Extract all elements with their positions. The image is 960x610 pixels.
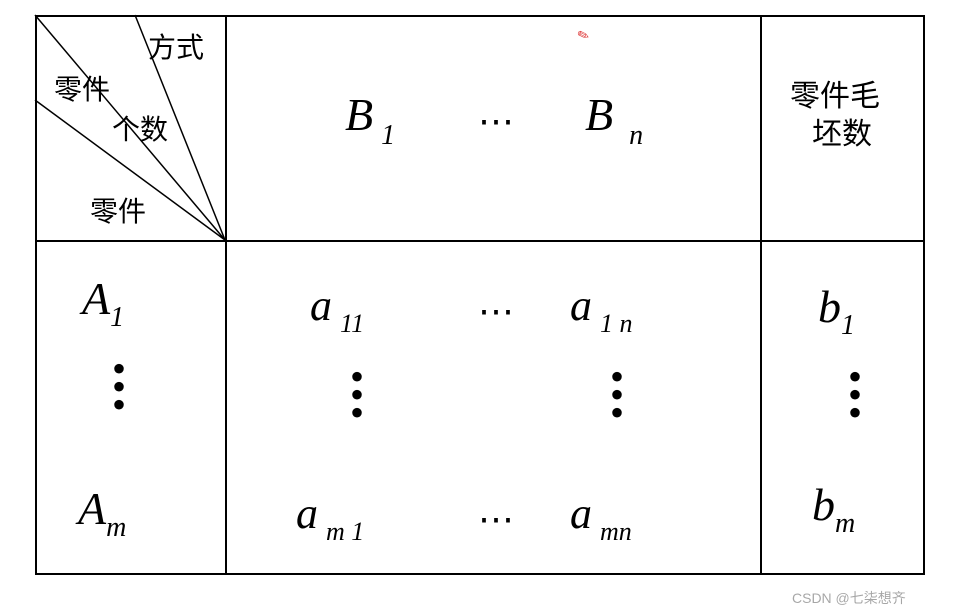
b-vdots: ••• <box>848 368 862 422</box>
watermark: CSDN @七柒想齐 <box>792 588 906 608</box>
bm-base: b <box>812 479 835 530</box>
b1-base: b <box>818 281 841 332</box>
a1n: a 1 n <box>570 280 629 331</box>
header-right: 零件毛 坯数 <box>790 78 880 153</box>
bm-sub: m <box>835 508 855 539</box>
amn-sub: mn <box>600 517 632 546</box>
label-lingjian-bottom: 零件 <box>90 190 146 230</box>
B1-base: B <box>345 89 373 140</box>
Am: Am <box>78 482 126 535</box>
a-vdots-right: ••• <box>610 368 624 422</box>
am1-base: a <box>296 489 318 538</box>
Bn-base: B <box>585 89 613 140</box>
amn-base: a <box>570 489 592 538</box>
b1-sub: 1 <box>841 310 855 341</box>
am1-sub: m 1 <box>326 517 364 546</box>
Bn: B n <box>585 88 631 141</box>
A1-sub: 1 <box>110 302 124 333</box>
a-hdots-bot: ⋯ <box>478 498 514 540</box>
bm: bm <box>812 478 855 531</box>
A1: A1 <box>82 272 124 325</box>
a11: a 11 <box>310 280 360 331</box>
row1-divider <box>35 240 925 242</box>
col2-divider <box>760 15 762 575</box>
B1: B 1 <box>345 88 391 141</box>
a1n-sub: 1 n <box>600 309 633 338</box>
col1-divider <box>225 15 227 575</box>
Am-base: A <box>78 483 106 534</box>
B-dots: ⋯ <box>478 100 514 142</box>
header-right-line1: 零件毛 <box>790 80 880 113</box>
a-hdots-top: ⋯ <box>478 290 514 332</box>
a11-base: a <box>310 281 332 330</box>
label-geshu: 个数 <box>112 108 168 148</box>
B1-sub: 1 <box>381 120 395 151</box>
a11-sub: 11 <box>340 309 364 338</box>
am1: a m 1 <box>296 488 360 539</box>
b1: b1 <box>818 280 855 333</box>
a-vdots-left: ••• <box>350 368 364 422</box>
label-fangshi: 方式 <box>148 26 204 66</box>
a1n-base: a <box>570 281 592 330</box>
Bn-sub: n <box>629 120 643 151</box>
Am-sub: m <box>106 512 126 543</box>
amn: a mn <box>570 488 628 539</box>
label-lingjian-top: 零件 <box>54 68 110 108</box>
A-vdots: ••• <box>112 360 126 414</box>
A1-base: A <box>82 273 110 324</box>
header-right-line2: 坯数 <box>812 118 872 151</box>
